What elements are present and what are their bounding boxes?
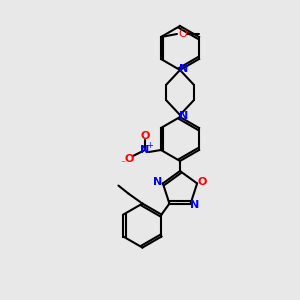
Text: N: N [179, 64, 189, 74]
Text: N: N [190, 200, 199, 210]
Text: N: N [179, 111, 189, 121]
Text: O: O [124, 154, 134, 164]
Text: N: N [153, 177, 163, 188]
Text: O: O [197, 177, 207, 188]
Text: O: O [178, 29, 187, 39]
Text: +: + [146, 140, 153, 149]
Text: O: O [140, 131, 150, 141]
Text: N: N [140, 145, 150, 155]
Text: ⁻: ⁻ [120, 159, 125, 169]
